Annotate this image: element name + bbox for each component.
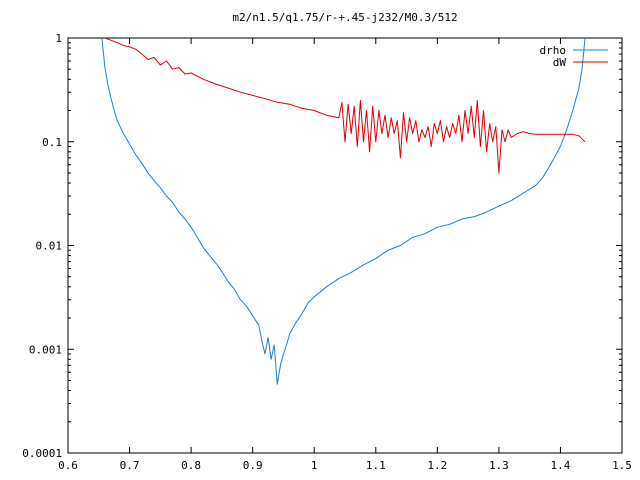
y-tick-label: 1 [55, 32, 62, 45]
y-tick-label: 0.0001 [22, 447, 62, 460]
x-tick-label: 1 [311, 459, 318, 472]
x-tick-label: 0.9 [243, 459, 263, 472]
y-axis: 1 0.1 0.01 0.001 0.0001 [22, 32, 622, 460]
series-lines [101, 37, 586, 385]
chart-title: m2/n1.5/q1.75/r-+.45-j232/M0.3/512 [232, 11, 457, 24]
x-tick-label: 1.1 [366, 459, 386, 472]
y-tick-label: 0.1 [42, 136, 62, 149]
series-line-dW [104, 37, 586, 174]
y-tick-label: 0.01 [36, 240, 63, 253]
x-tick-label: 1.2 [427, 459, 447, 472]
x-tick-label: 1.5 [612, 459, 632, 472]
x-tick-label: 0.7 [120, 459, 140, 472]
x-tick-label: 0.8 [181, 459, 201, 472]
x-tick-label: 1.4 [551, 459, 571, 472]
x-tick-label: 0.6 [58, 459, 78, 472]
legend-label: drho [540, 44, 567, 57]
x-tick-label: 1.3 [489, 459, 509, 472]
y-tick-label: 0.001 [29, 343, 62, 356]
series-line-drho [101, 37, 586, 385]
plot-frame [67, 37, 623, 454]
legend-label: dW [553, 56, 567, 69]
x-axis: 0.6 0.7 0.8 0.9 1 1.1 1.2 1.3 1.4 1.5 [58, 38, 632, 472]
